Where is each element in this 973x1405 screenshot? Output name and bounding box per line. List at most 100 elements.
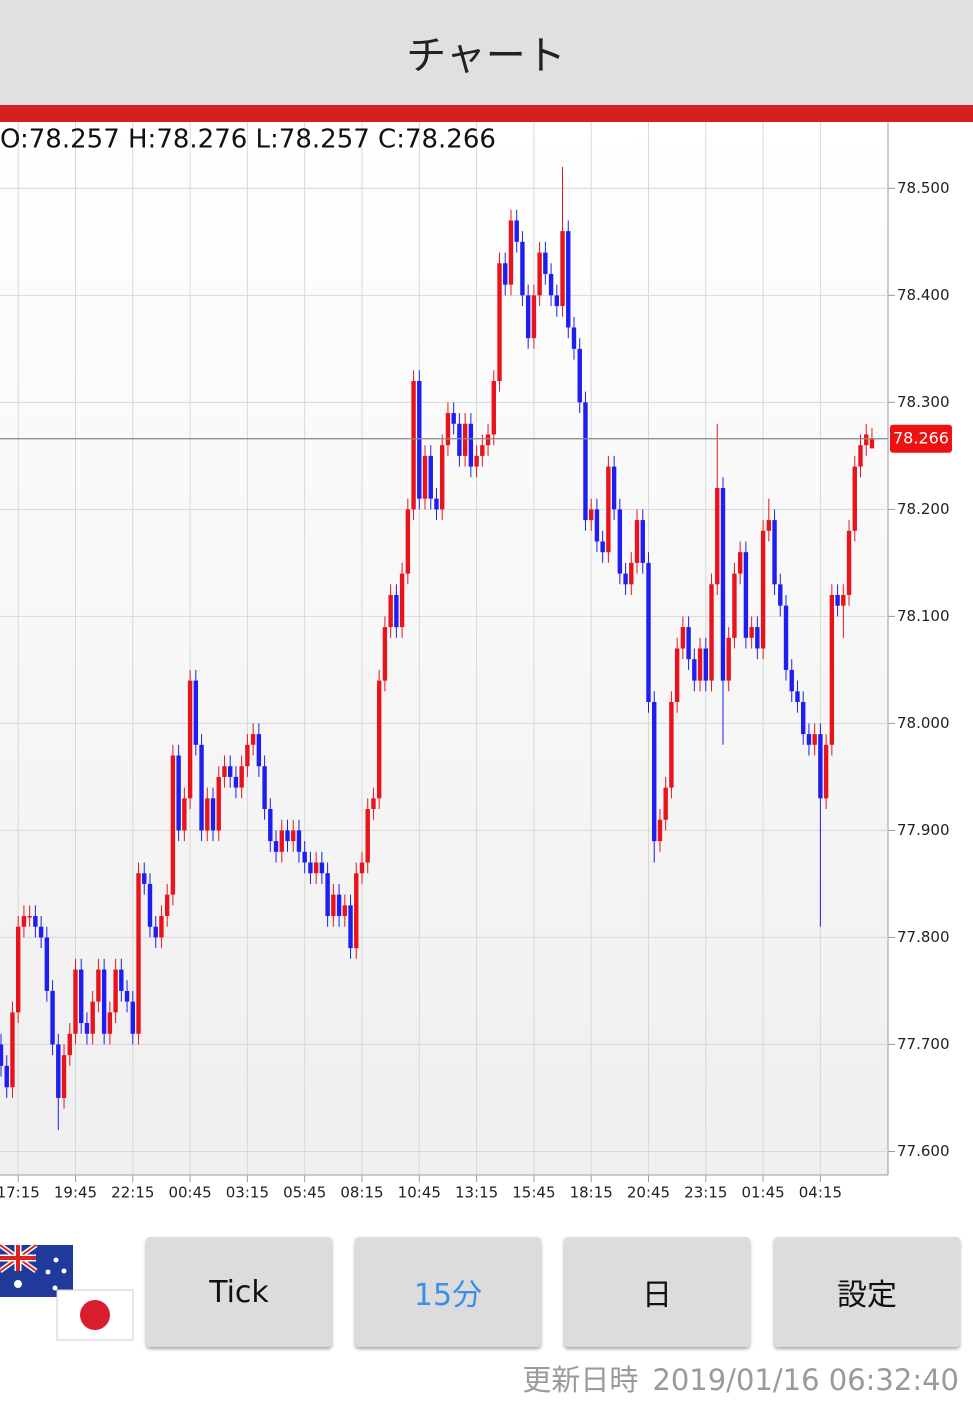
candle-body	[153, 926, 158, 938]
candle-body	[394, 594, 399, 628]
candle-body	[222, 766, 227, 777]
candle-body	[193, 680, 199, 745]
candle-body	[308, 862, 313, 874]
x-tick-label: 10:45	[398, 1184, 441, 1202]
axis-area	[888, 122, 973, 1235]
candle-body	[686, 627, 691, 660]
candle-body	[268, 809, 273, 842]
candle-body	[96, 969, 101, 1002]
tick-button[interactable]: Tick	[146, 1237, 332, 1347]
candle-body	[548, 273, 554, 296]
header-title: チャート	[406, 33, 566, 79]
candle-body	[583, 402, 588, 521]
candle-body	[560, 231, 565, 307]
candle-body	[864, 434, 869, 446]
candle-body	[147, 883, 153, 927]
x-tick-label: 23:15	[684, 1184, 727, 1202]
candle-body	[801, 702, 806, 735]
candle-body	[554, 295, 560, 307]
candle-body	[84, 1023, 90, 1034]
currency-flags[interactable]	[0, 1240, 140, 1350]
candle-body	[726, 637, 731, 681]
x-tick-label: 20:45	[627, 1184, 670, 1202]
candle-body	[543, 252, 548, 274]
chart-view: チャート 77.600 77.700 77.800 77.900 78.000 78.10…	[0, 0, 973, 1235]
candle-body	[79, 969, 84, 1024]
candle-body	[354, 873, 359, 949]
candle-body	[760, 530, 766, 649]
candle-body	[577, 348, 582, 403]
candle-body	[766, 520, 772, 531]
candle-body	[302, 851, 307, 863]
candle-body	[90, 1001, 95, 1034]
candle-body	[239, 766, 244, 788]
x-tick-label: 05:45	[283, 1184, 326, 1202]
x-tick-label: 18:15	[570, 1184, 613, 1202]
candle-body	[497, 263, 502, 381]
candle-body	[313, 862, 319, 874]
candle-body	[531, 295, 537, 339]
x-tick-label: 04:15	[799, 1184, 842, 1202]
candle-body	[680, 627, 686, 649]
x-tick-label: 15:45	[512, 1184, 555, 1202]
x-tick-label: 13:15	[455, 1184, 498, 1202]
candle-body	[216, 776, 221, 831]
x-tick-label: 03:15	[226, 1184, 269, 1202]
candle-body	[119, 969, 124, 991]
candle-body	[829, 594, 835, 745]
candle-body	[10, 1012, 15, 1088]
ohlc-info: O:78.257 H:78.276 L:78.257 C:78.266	[0, 125, 496, 155]
candle-body	[256, 734, 262, 767]
candle-body	[331, 894, 336, 917]
candle-body	[15, 926, 21, 1013]
candle-body	[405, 509, 411, 574]
candle-body	[462, 423, 468, 456]
candle-body	[594, 509, 600, 542]
candle-body	[852, 466, 857, 531]
candle-body	[113, 969, 118, 1013]
header-bar	[0, 0, 973, 105]
candle-body	[623, 573, 628, 585]
candle-body	[21, 916, 27, 927]
candle-body	[611, 466, 617, 510]
candle-body	[566, 231, 571, 328]
candle-body	[159, 916, 164, 938]
settings-button[interactable]: 設定	[774, 1237, 960, 1347]
candle-body	[571, 327, 577, 349]
x-tick-label: 22:15	[111, 1184, 154, 1202]
candle-body	[388, 594, 393, 628]
candle-body	[474, 455, 479, 467]
candle-body	[187, 680, 193, 799]
candle-body	[640, 520, 645, 563]
candle-body	[812, 734, 817, 745]
candle-body	[617, 509, 623, 574]
candle-body	[205, 798, 210, 831]
candle-body	[336, 894, 342, 917]
15min-button[interactable]: 15分	[355, 1237, 541, 1347]
candle-body	[520, 241, 525, 296]
candle-body	[50, 990, 55, 1045]
day-button[interactable]: 日	[564, 1237, 750, 1347]
candle-body	[285, 830, 290, 842]
last-price-tag	[890, 424, 952, 453]
update-value: 2019/01/16 06:32:40	[652, 1363, 959, 1397]
y-tick-label: 78.500	[897, 179, 950, 197]
candle-body	[61, 1055, 67, 1098]
candle-body	[835, 594, 840, 606]
candle-body	[795, 691, 800, 703]
candle-body	[634, 520, 640, 563]
candle-body	[525, 295, 531, 339]
candle-body	[789, 669, 794, 692]
candle-body	[606, 466, 611, 553]
candle-body	[491, 380, 496, 435]
candle-body	[73, 969, 78, 1034]
update-time: 更新日時 2019/01/16 06:32:40	[522, 1357, 959, 1399]
plot-area	[0, 122, 888, 1175]
candle-body	[325, 873, 330, 917]
y-tick-label: 78.100	[897, 607, 950, 625]
y-tick-label: 77.700	[897, 1035, 950, 1053]
candle-body	[537, 252, 542, 296]
candle-body	[136, 873, 141, 1034]
grid	[0, 122, 895, 1182]
candle-body	[715, 487, 720, 585]
